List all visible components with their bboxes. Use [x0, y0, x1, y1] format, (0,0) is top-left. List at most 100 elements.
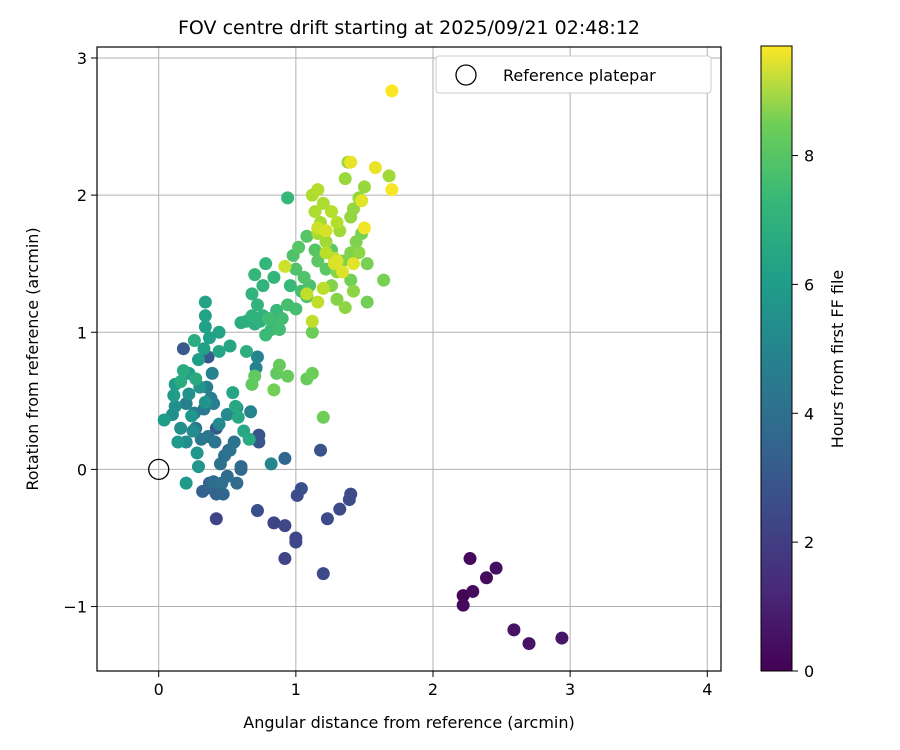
data-point — [264, 457, 278, 471]
reference-platepar-marker — [148, 458, 170, 481]
data-point — [244, 405, 258, 419]
data-points — [157, 84, 569, 651]
data-point — [250, 350, 264, 364]
y-tick-label: 3 — [77, 49, 87, 68]
data-point — [466, 584, 480, 598]
grid-lines — [97, 47, 721, 671]
data-point — [311, 254, 325, 268]
data-point — [338, 301, 352, 315]
data-point — [176, 364, 190, 378]
data-point — [197, 342, 211, 356]
data-point — [316, 281, 330, 295]
data-point — [289, 302, 303, 316]
data-point — [489, 561, 503, 575]
data-point — [346, 202, 360, 216]
data-point — [283, 279, 297, 293]
data-point — [305, 325, 319, 339]
data-point — [198, 395, 212, 409]
data-point — [308, 205, 322, 219]
y-tick-label: 1 — [77, 323, 87, 342]
data-point — [382, 169, 396, 183]
data-point — [267, 270, 281, 284]
colorbar-ticks: 0 2 4 6 8 — [792, 147, 814, 681]
data-point — [360, 295, 374, 309]
data-point — [229, 399, 243, 413]
data-point — [319, 235, 333, 249]
data-point — [344, 487, 358, 501]
data-point — [234, 460, 248, 474]
legend-entry-reference: Reference platepar — [503, 66, 656, 85]
legend-box — [435, 55, 712, 94]
colorbar: 0 2 4 6 8 Hours from first FF file — [760, 45, 847, 681]
data-point — [294, 482, 308, 496]
data-point — [174, 375, 188, 389]
data-point — [325, 205, 339, 219]
data-point — [179, 476, 193, 490]
data-point — [191, 353, 205, 367]
data-point — [261, 312, 275, 326]
chart-title: FOV centre drift starting at 2025/09/21 … — [178, 17, 640, 39]
x-tick-label: 3 — [565, 680, 575, 699]
legend: Reference platepar — [435, 55, 712, 94]
data-point — [346, 257, 360, 271]
data-point — [248, 268, 262, 282]
data-point — [189, 372, 203, 386]
data-point — [220, 408, 234, 422]
data-point — [330, 292, 344, 306]
data-point — [300, 287, 314, 301]
data-point — [344, 273, 358, 287]
data-point — [507, 623, 521, 637]
data-point — [212, 417, 226, 431]
data-point — [314, 443, 328, 457]
data-point — [216, 487, 230, 501]
data-point — [316, 196, 330, 210]
data-point — [198, 295, 212, 309]
data-point — [278, 552, 292, 566]
data-point — [212, 325, 226, 339]
colorbar-tick-label: 8 — [804, 147, 814, 166]
data-point — [289, 531, 303, 545]
y-tick-label: 2 — [77, 186, 87, 205]
data-point — [346, 284, 360, 298]
data-point — [278, 259, 292, 273]
data-point — [349, 235, 363, 249]
data-point — [230, 476, 244, 490]
data-point — [479, 571, 493, 585]
colorbar-tick-label: 0 — [804, 662, 814, 681]
data-point — [319, 224, 333, 238]
data-point — [267, 383, 281, 397]
data-point — [352, 246, 366, 260]
data-point — [259, 257, 273, 271]
x-tick-label: 1 — [291, 680, 301, 699]
data-point — [182, 387, 196, 401]
data-point — [167, 388, 181, 402]
data-point — [305, 314, 319, 328]
data-point — [278, 519, 292, 533]
x-tick-label: 0 — [154, 680, 164, 699]
data-point — [245, 287, 259, 301]
data-point — [320, 512, 334, 526]
data-point — [256, 279, 270, 293]
data-point — [338, 172, 352, 186]
data-point — [456, 598, 470, 612]
y-tick-label: 0 — [77, 460, 87, 479]
legend-reference-marker — [455, 64, 477, 86]
x-tick-label: 4 — [702, 680, 712, 699]
data-point — [272, 323, 286, 337]
data-point — [190, 446, 204, 460]
data-point — [330, 216, 344, 230]
data-point — [176, 342, 190, 356]
x-tick-label: 2 — [428, 680, 438, 699]
data-point — [297, 270, 311, 284]
data-point — [157, 413, 171, 427]
reference-marker-group — [148, 458, 170, 481]
data-point — [360, 257, 374, 271]
colorbar-tick-label: 4 — [804, 404, 814, 423]
data-point — [555, 631, 569, 645]
data-point — [316, 410, 330, 424]
data-point — [227, 435, 241, 449]
data-point — [205, 366, 219, 380]
data-point — [202, 331, 216, 345]
data-point — [311, 295, 325, 309]
